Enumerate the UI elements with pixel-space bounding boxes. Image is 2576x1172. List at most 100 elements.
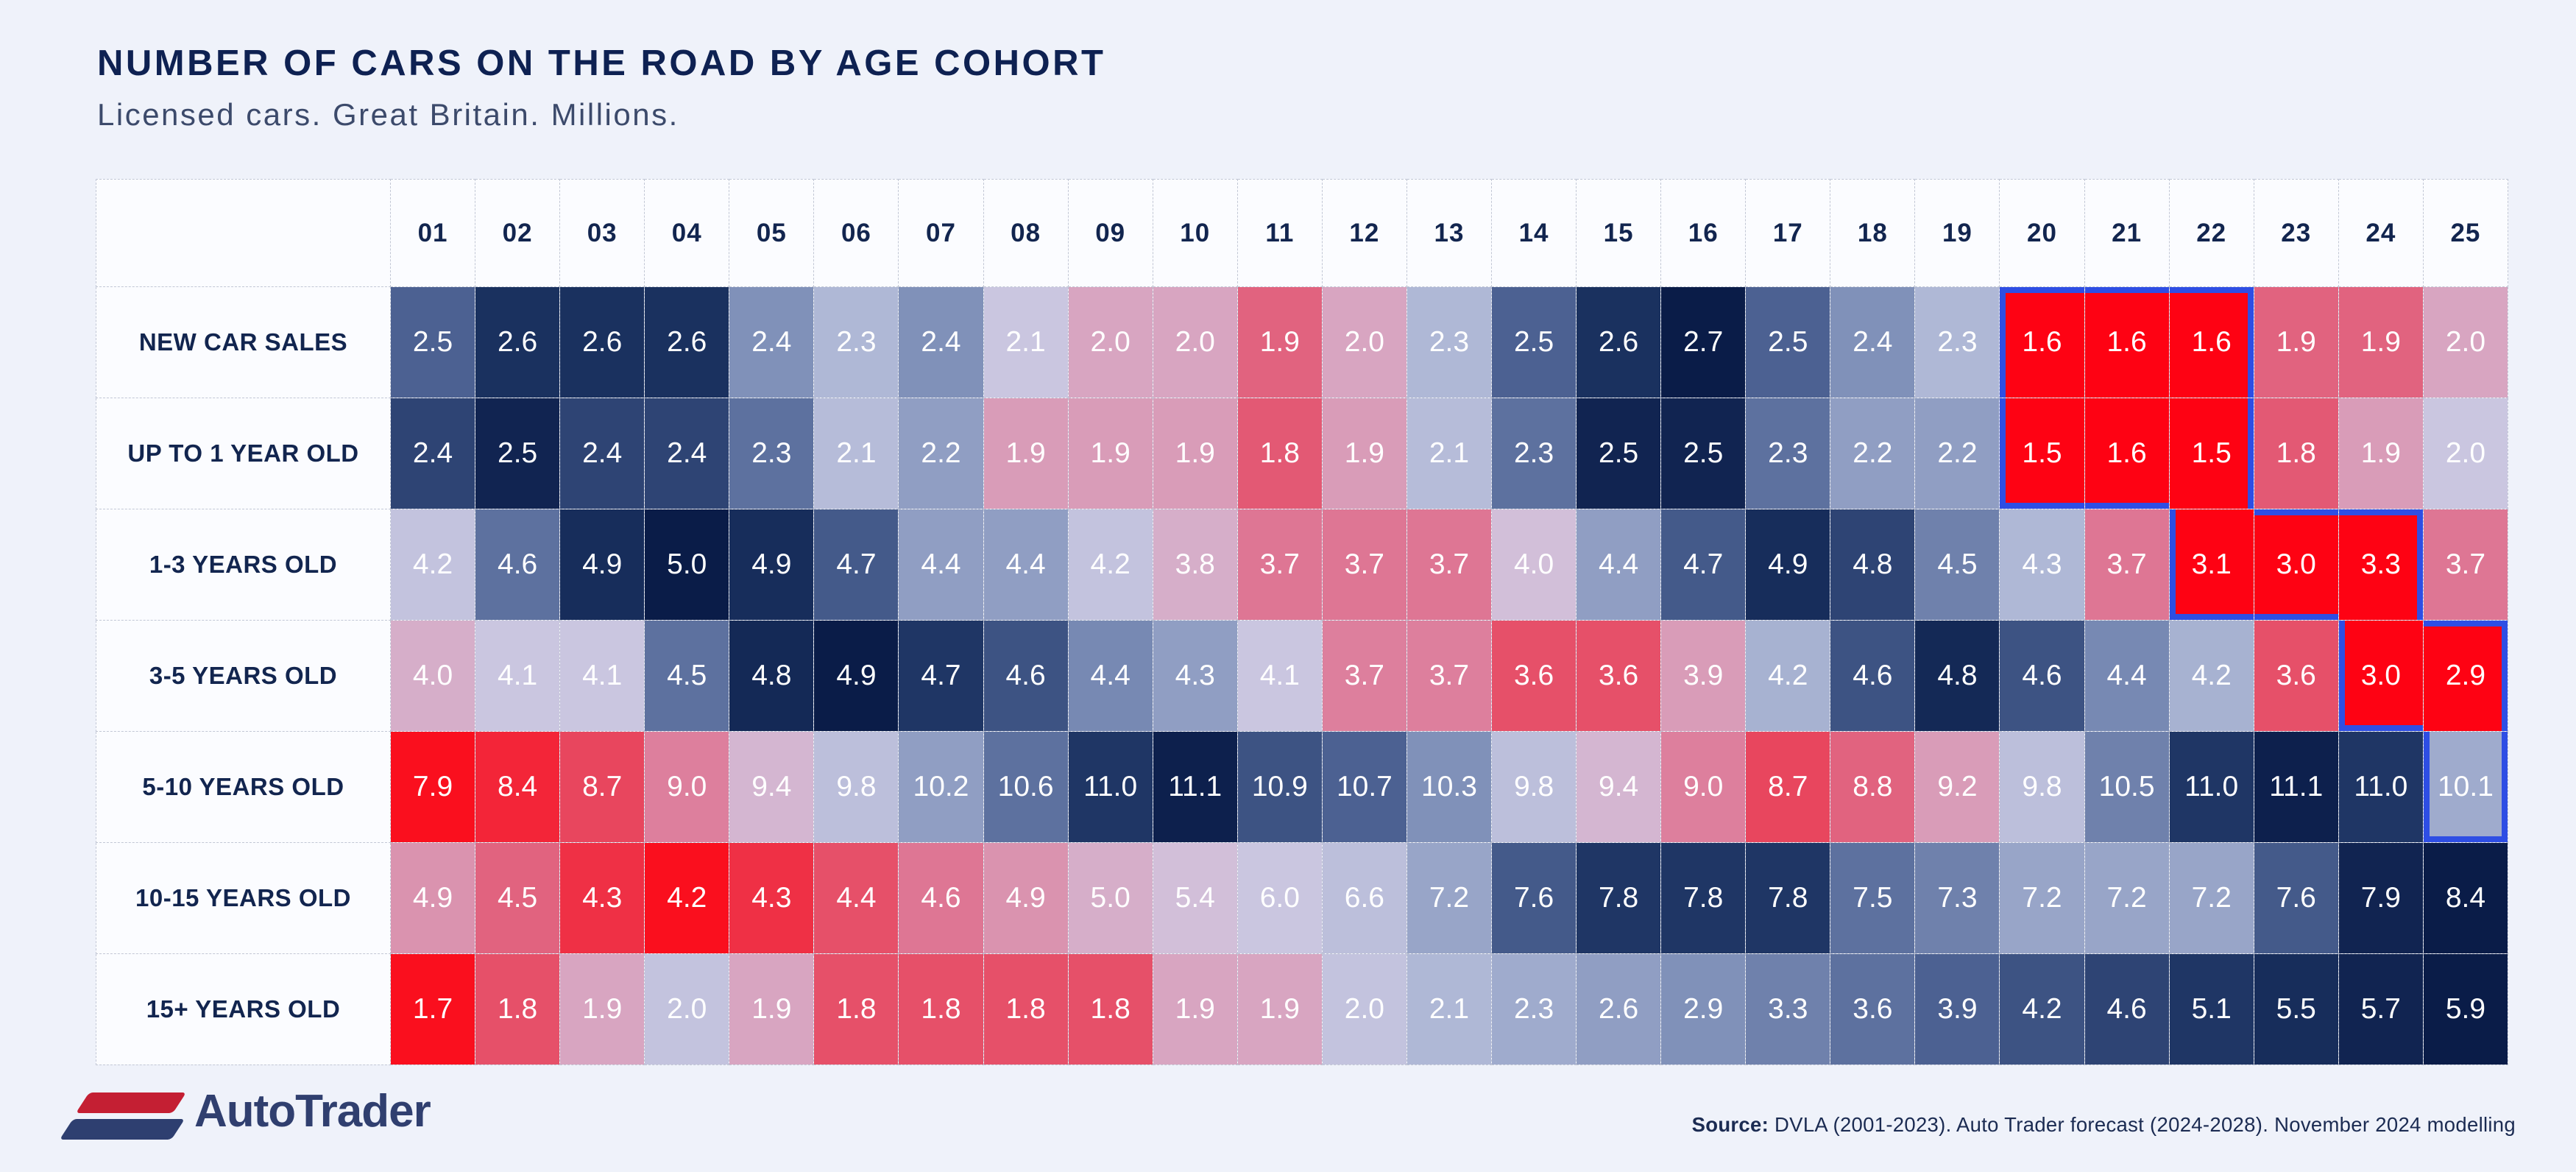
heatmap-cell: 2.4 [389,398,476,509]
heatmap-cell: 4.9 [389,842,476,954]
heatmap-cell: 2.4 [898,286,984,398]
heatmap-cell: 2.5 [1491,286,1577,398]
page-title: NUMBER OF CARS ON THE ROAD BY AGE COHORT [97,43,1106,83]
row-label: 10-15 YEARS OLD [96,842,391,954]
heatmap-cell: 2.2 [1830,398,1916,509]
heatmap-cell: 11.0 [2338,731,2424,843]
heatmap-cell: 4.7 [813,509,899,621]
heatmap-cell: 2.2 [1914,398,2000,509]
logo-stripe-navy-icon [59,1119,185,1140]
heatmap-cell: 4.4 [813,842,899,954]
heatmap-cell: 1.8 [983,953,1069,1065]
heatmap-cell: 3.7 [1236,509,1323,621]
page-subtitle: Licensed cars. Great Britain. Millions. [97,97,679,132]
heatmap-cell: 10.2 [898,731,984,843]
column-header: 05 [729,179,815,287]
heatmap-cell: 3.9 [1914,953,2000,1065]
heatmap-cell: 4.6 [475,509,561,621]
heatmap-cell: 7.9 [2338,842,2424,954]
heatmap-cell: 6.6 [1321,842,1407,954]
heatmap-cell: 4.5 [475,842,561,954]
heatmap-cell: 9.8 [1999,731,2085,843]
heatmap-cell: 4.5 [1914,509,2000,621]
heatmap-cell: 4.8 [1830,509,1916,621]
heatmap-cell: 2.6 [644,286,730,398]
heatmap-cell: 2.6 [475,286,561,398]
heatmap-cell: 3.7 [1321,509,1407,621]
heatmap-cell: 4.6 [898,842,984,954]
column-header: 13 [1406,179,1493,287]
source-text: DVLA (2001-2023). Auto Trader forecast (… [1769,1113,2516,1136]
heatmap-cell: 1.9 [1321,398,1407,509]
heatmap-cell: 3.7 [1406,509,1493,621]
heatmap-cell: 1.9 [1067,398,1153,509]
heatmap-cell: 3.7 [2422,509,2509,621]
heatmap-cell: 9.4 [729,731,815,843]
heatmap-cell: 7.2 [1999,842,2085,954]
heatmap-cell: 2.7 [1660,286,1747,398]
row-label: 5-10 YEARS OLD [96,731,391,843]
heatmap-cell: 7.8 [1745,842,1831,954]
heatmap-cell: 5.4 [1152,842,1238,954]
heatmap-cell: 11.1 [1152,731,1238,843]
heatmap-cell: 4.6 [2084,953,2170,1065]
heatmap-cell: 1.9 [983,398,1069,509]
heatmap-cell: 2.9 [1660,953,1747,1065]
heatmap-cell: 4.0 [389,620,476,732]
heatmap-cell: 2.4 [1830,286,1916,398]
heatmap-cell: 1.9 [1236,286,1323,398]
heatmap-cell: 4.7 [1660,509,1747,621]
heatmap-cell: 4.2 [644,842,730,954]
heatmap-cell: 9.0 [1660,731,1747,843]
heatmap-cell: 3.8 [1152,509,1238,621]
logo-stripe-red-icon [75,1092,187,1113]
heatmap-cell: 4.1 [559,620,645,732]
column-header: 18 [1830,179,1916,287]
heatmap-cell: 2.6 [1576,953,1662,1065]
heatmap-cell-forecast-highlight: 3.1 [2168,509,2254,621]
column-header: 19 [1914,179,2000,287]
heatmap-cell: 2.0 [1067,286,1153,398]
heatmap-cell: 1.8 [813,953,899,1065]
heatmap-cell: 8.8 [1830,731,1916,843]
autotrader-logo-icon [57,1091,187,1143]
column-header: 23 [2253,179,2339,287]
heatmap-cell: 2.1 [983,286,1069,398]
heatmap-cell: 7.8 [1660,842,1747,954]
heatmap-cell: 4.3 [559,842,645,954]
heatmap-cell: 3.6 [1576,620,1662,732]
row-label: 15+ YEARS OLD [96,953,391,1065]
heatmap-cell: 8.4 [475,731,561,843]
heatmap-cell: 1.9 [2338,286,2424,398]
heatmap-cell: 2.4 [729,286,815,398]
column-header: 12 [1321,179,1407,287]
heatmap-cell: 10.6 [983,731,1069,843]
heatmap-cell: 4.9 [559,509,645,621]
heatmap-cell: 2.5 [1576,398,1662,509]
heatmap-cell: 3.6 [1491,620,1577,732]
heatmap-cell: 4.9 [729,509,815,621]
heatmap-cell: 2.5 [1660,398,1747,509]
column-header: 02 [475,179,561,287]
heatmap-container: 01 02 03 04 05 06 07 08 09 10 11 12 13 14 15 16 17 18 19 20… [96,179,2509,1065]
heatmap-cell-forecast-highlight: 3.3 [2338,509,2424,621]
heatmap-cell: 1.8 [898,953,984,1065]
table-row: 1-3 YEARS OLD 4.2 4.6 4.9 5.0 4.9 4.7 4.4 4.4 4.2… [96,509,2509,621]
heatmap-cell: 4.6 [1830,620,1916,732]
heatmap-cell: 1.7 [389,953,476,1065]
heatmap-cell: 2.4 [644,398,730,509]
heatmap-cell: 2.3 [1491,398,1577,509]
row-label: 1-3 YEARS OLD [96,509,391,621]
heatmap-cell: 5.5 [2253,953,2339,1065]
column-header: 22 [2168,179,2254,287]
column-header: 16 [1660,179,1747,287]
heatmap-cell: 9.8 [813,731,899,843]
heatmap-cell: 8.4 [2422,842,2509,954]
column-header: 01 [389,179,476,287]
heatmap-cell: 4.1 [1236,620,1323,732]
heatmap-cell: 5.0 [1067,842,1153,954]
heatmap-cell: 4.9 [813,620,899,732]
heatmap-cell: 4.3 [1999,509,2085,621]
heatmap-cell: 4.4 [2084,620,2170,732]
heatmap-cell: 2.2 [898,398,984,509]
